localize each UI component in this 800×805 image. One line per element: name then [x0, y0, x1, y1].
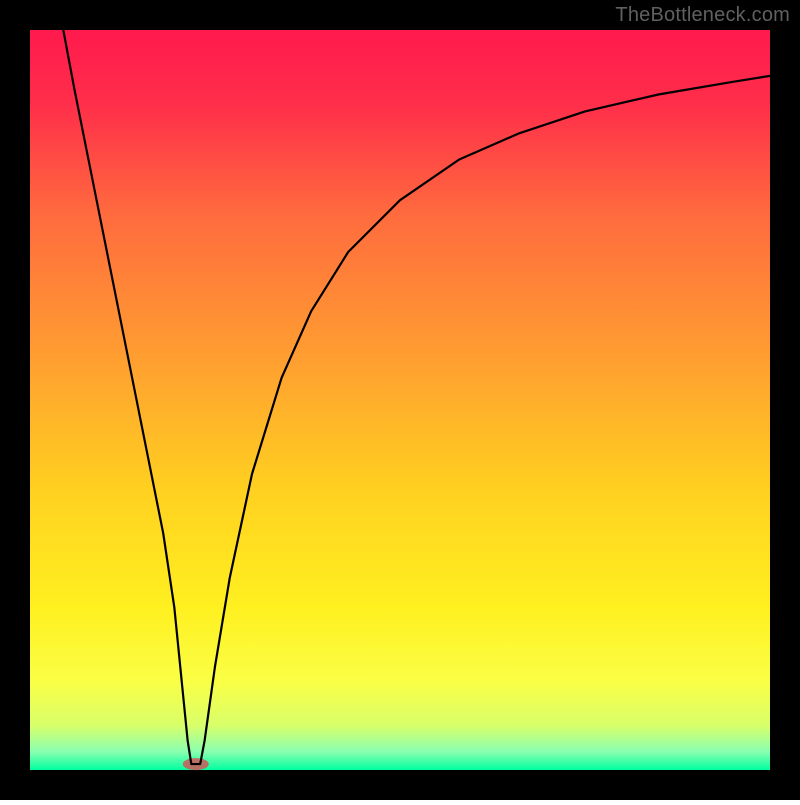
gradient-background — [30, 30, 770, 770]
bottleneck-chart: TheBottleneck.com — [0, 0, 800, 800]
chart-canvas — [0, 0, 800, 800]
watermark-text: TheBottleneck.com — [615, 4, 790, 27]
